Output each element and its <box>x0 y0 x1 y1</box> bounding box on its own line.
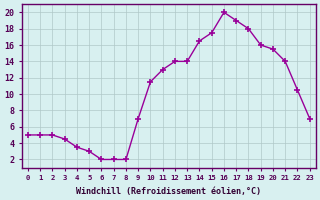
X-axis label: Windchill (Refroidissement éolien,°C): Windchill (Refroidissement éolien,°C) <box>76 187 261 196</box>
